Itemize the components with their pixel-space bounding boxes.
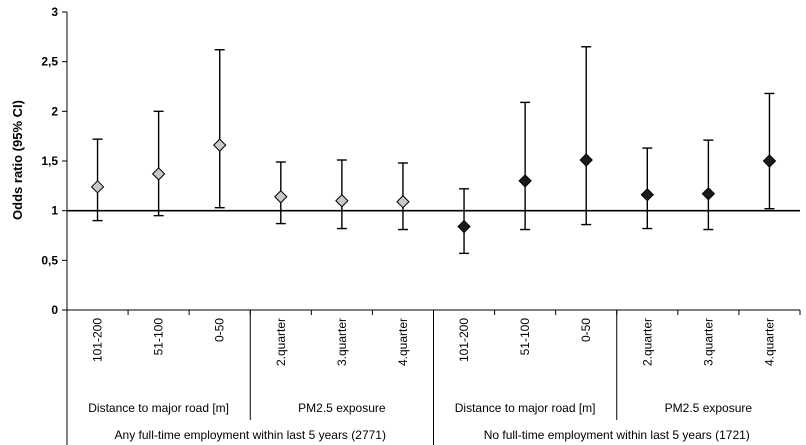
y-axis-title: Odds ratio (95% CI) — [10, 100, 25, 220]
y-tick-label: 1,5 — [41, 154, 58, 168]
odds-ratio-marker — [762, 154, 777, 168]
y-tick-label: 3 — [51, 5, 58, 19]
odds-ratio-marker — [396, 195, 410, 209]
odds-ratio-marker — [701, 187, 716, 201]
category-label: 3.quarter — [701, 318, 715, 366]
group-label: No full-time employment within last 5 ye… — [484, 428, 750, 442]
group-label: Any full-time employment within last 5 y… — [115, 428, 386, 442]
marks-layer — [90, 46, 777, 255]
odds-ratio-marker — [335, 194, 349, 208]
y-tick-label: 2 — [51, 104, 58, 118]
category-label: 51-100 — [152, 318, 166, 356]
y-tick-label: 2,5 — [41, 55, 58, 69]
odds-ratio-marker — [213, 138, 227, 152]
axis-layer — [62, 11, 801, 445]
odds-ratio-marker — [640, 188, 654, 202]
category-label: 4.quarter — [762, 318, 776, 366]
subgroup-label: PM2.5 exposure — [298, 401, 386, 415]
y-tick-label: 0,5 — [41, 253, 58, 267]
subgroup-label: Distance to major road [m] — [88, 401, 229, 415]
odds-ratio-marker — [518, 174, 532, 188]
y-tick-label: 1 — [51, 204, 58, 218]
odds-ratio-marker — [457, 219, 471, 234]
category-label: 0-50 — [579, 318, 593, 342]
odds-ratio-marker — [151, 167, 166, 181]
category-label: 2.quarter — [640, 318, 654, 366]
category-label: 51-100 — [518, 318, 532, 356]
subgroup-label: PM2.5 exposure — [665, 401, 753, 415]
odds-ratio-marker — [90, 180, 105, 194]
odds-ratio-marker — [579, 153, 593, 167]
category-label: 101-200 — [91, 318, 105, 362]
odds-ratio-marker — [274, 190, 288, 204]
category-label: 0-50 — [213, 318, 227, 342]
category-label: 4.quarter — [396, 318, 410, 366]
category-label: 101-200 — [457, 318, 471, 362]
y-tick-label: 0 — [51, 303, 58, 317]
category-label: 3.quarter — [335, 318, 349, 366]
subgroup-label: Distance to major road [m] — [455, 401, 596, 415]
labels-layer: 0 0,5 1 1,5 2 2,5 3 101-200 51-100 0-50 2.quarter 3… — [41, 5, 776, 442]
category-label: 2.quarter — [274, 318, 288, 366]
